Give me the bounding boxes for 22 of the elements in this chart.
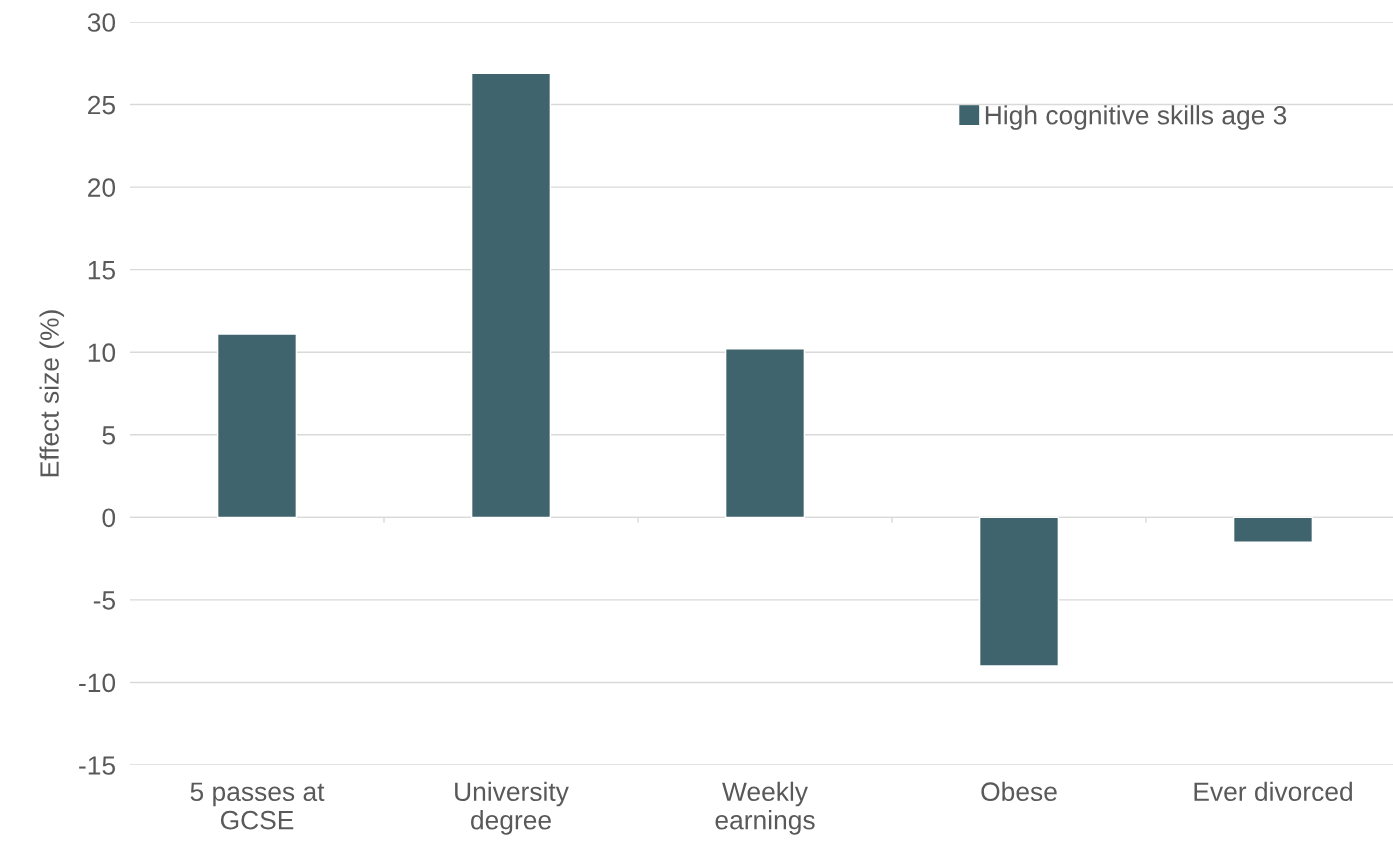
- y-tick-label: 20: [88, 178, 116, 197]
- y-tick-label: 30: [87, 13, 116, 32]
- y-tick-label: -15: [79, 756, 116, 775]
- x-tick-label: Ever divorced: [1194, 781, 1352, 802]
- bar: [470, 72, 552, 519]
- x-tick-label: Weekly earnings: [715, 781, 815, 835]
- y-tick-label: 10: [88, 343, 116, 363]
- x-tick-label: Obese: [981, 781, 1057, 802]
- y-tick-label: -5: [93, 591, 116, 610]
- y-tick-label: 25: [88, 95, 116, 115]
- y-tick-label: 15: [88, 261, 116, 280]
- y-tick-label: 0: [102, 508, 116, 528]
- y-tick-label: 5: [102, 426, 116, 445]
- legend-label: High cognitive skills age 3: [985, 105, 1287, 130]
- bar: [978, 516, 1060, 667]
- x-tick-label: University degree: [455, 781, 569, 835]
- y-axis-title: Effect size (%): [39, 310, 65, 477]
- bar: [1232, 516, 1314, 543]
- x-tick-label: 5 passes at GCSE: [190, 782, 325, 830]
- y-tick-label: -10: [79, 673, 116, 693]
- bar: [216, 333, 298, 519]
- bar: [724, 348, 806, 519]
